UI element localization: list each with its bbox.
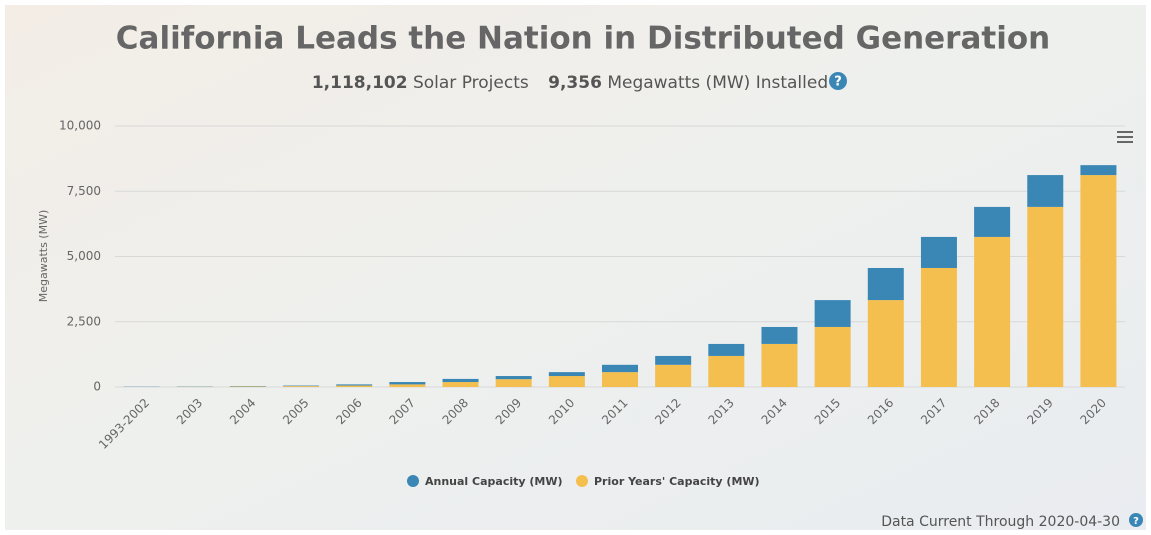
bar-segment [283,386,319,387]
y-tick-label: 0 [93,380,101,394]
bar-segment [496,379,532,387]
subtitle: 1,118,102 Solar Projects 9,356 Megawatts… [312,73,828,93]
legend-label: Prior Years' Capacity (MW) [594,475,760,488]
bar-segment [974,237,1010,387]
project-count: 1,118,102 [312,73,408,93]
mw-count: 9,356 [548,73,602,93]
chart-title: California Leads the Nation in Distribut… [116,21,1050,57]
bar-segment [602,372,638,387]
bar-segment [868,300,904,387]
y-axis-label: Megawatts (MW) [37,210,50,303]
project-label: Solar Projects [413,73,529,93]
bar-segment [1080,165,1116,175]
bar-segment [868,268,904,300]
bar-segment [921,237,957,268]
bar-segment [708,356,744,387]
legend-marker [407,475,419,487]
bar-segment [389,384,425,387]
bar-segment [230,386,266,387]
bar-segment [549,376,585,387]
footer-help-text[interactable]: ? [1133,516,1139,527]
y-tick-label: 10,000 [59,119,101,133]
chart: California Leads the Nation in Distribut… [0,0,1151,535]
bar-segment [549,372,585,376]
bar-segment [761,327,797,344]
help-icon-text[interactable]: ? [834,75,842,90]
bar-segment [1027,207,1063,387]
bar-segment [708,344,744,356]
bar-segment [815,327,851,387]
bar-segment [336,386,372,387]
legend-label: Annual Capacity (MW) [425,475,563,488]
y-tick-label: 5,000 [67,249,101,263]
bar-segment [655,356,691,365]
bar-segment [602,365,638,372]
bar-segment [761,344,797,387]
bar-segment [443,382,479,387]
bar-segment [974,207,1010,237]
bar-segment [283,386,319,387]
bar-segment [1027,175,1063,207]
legend-marker [576,475,588,487]
bar-segment [496,376,532,379]
bar-segment [1080,175,1116,387]
mw-label: Megawatts (MW) Installed [607,73,828,93]
bar-segment [655,365,691,387]
bar-segment [336,384,372,385]
bar-segment [921,268,957,387]
footer: Data Current Through 2020-04-30 [881,514,1120,530]
page: California Leads the Nation in Distribut… [0,0,1151,535]
bar-segment [815,300,851,327]
y-tick-label: 7,500 [67,184,101,198]
y-tick-label: 2,500 [67,314,101,328]
bar-segment [443,379,479,382]
bar-segment [389,382,425,384]
